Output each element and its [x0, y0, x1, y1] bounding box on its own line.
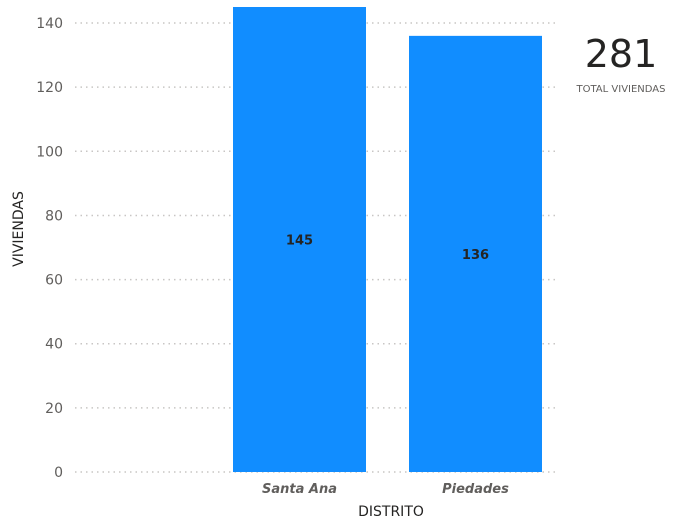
- y-tick-label: 60: [45, 273, 63, 289]
- bar-santa-ana[interactable]: [233, 7, 366, 472]
- y-axis-title: VIVIENDAS: [11, 191, 27, 267]
- y-tick-label: 20: [45, 401, 63, 417]
- kpi-card: 281 TOTAL VIVIENDAS: [560, 30, 682, 95]
- y-tick-label: 120: [36, 80, 63, 96]
- kpi-label: TOTAL VIVIENDAS: [576, 84, 666, 95]
- x-tick-label: Piedades: [442, 482, 509, 497]
- y-tick-label: 140: [36, 16, 63, 32]
- y-axis-ticks: 0 20 40 60 80 100 120 140: [36, 16, 63, 481]
- y-tick-label: 40: [45, 337, 63, 353]
- x-axis-ticks: Santa Ana Piedades: [262, 482, 509, 497]
- data-labels: 145 136: [286, 234, 489, 263]
- y-tick-label: 100: [36, 144, 63, 160]
- kpi-value: 281: [584, 32, 658, 76]
- y-tick-label: 80: [45, 208, 63, 224]
- y-tick-label: 0: [54, 465, 63, 481]
- data-label: 136: [462, 248, 489, 263]
- bar-piedades[interactable]: [409, 35, 542, 473]
- x-axis-title: DISTRITO: [358, 504, 424, 520]
- x-tick-label: Santa Ana: [262, 482, 337, 497]
- data-label: 145: [286, 234, 313, 249]
- bars: [233, 7, 542, 473]
